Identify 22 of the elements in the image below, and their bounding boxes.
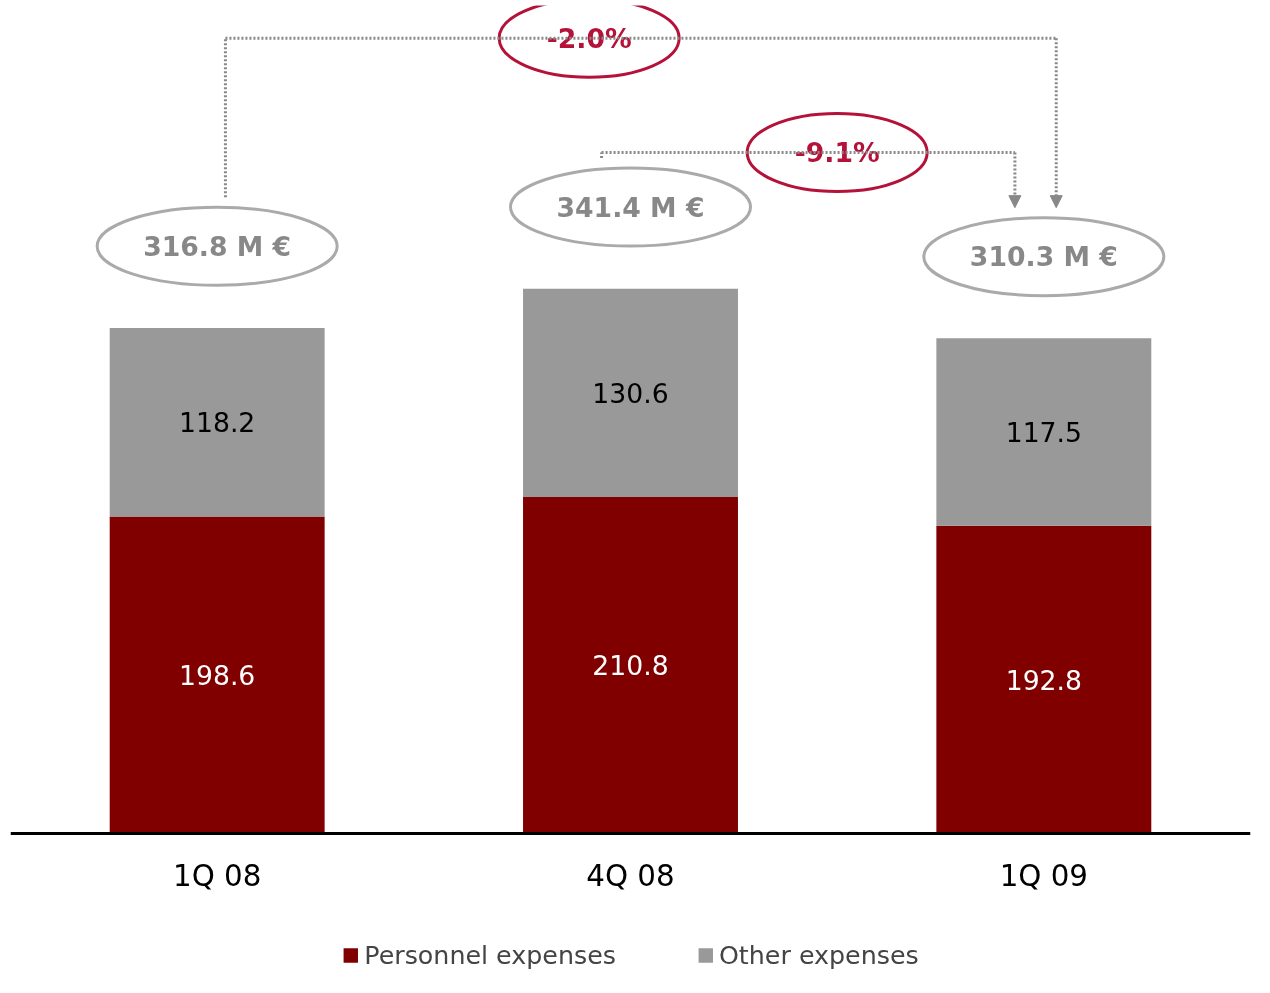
total-label: 316.8 M € <box>143 230 292 262</box>
x-tick-label: 1Q 09 <box>999 859 1089 894</box>
data-label: 130.6 <box>592 377 669 409</box>
x-tick-label: 4Q 08 <box>586 859 675 894</box>
text: -2.0% <box>546 22 632 54</box>
bar <box>109 516 325 834</box>
bar <box>523 288 738 498</box>
data-label: 210.8 <box>592 650 669 682</box>
data-label: 192.8 <box>1005 664 1082 696</box>
total-label: 310.3 M € <box>969 241 1118 273</box>
total-label: 341.4 M € <box>556 191 705 223</box>
bar <box>109 327 325 517</box>
data-label: 117.5 <box>1005 417 1082 449</box>
data-label: 198.6 <box>179 660 256 691</box>
bar <box>936 525 1152 834</box>
bar <box>936 338 1152 526</box>
bar <box>523 497 738 834</box>
legend-label: Other expenses <box>718 940 919 970</box>
data-label: 118.2 <box>179 407 256 439</box>
x-tick-label: 1Q 08 <box>172 859 262 894</box>
text: -9.1% <box>794 137 880 169</box>
legend-label: Personnel expenses <box>364 940 616 970</box>
